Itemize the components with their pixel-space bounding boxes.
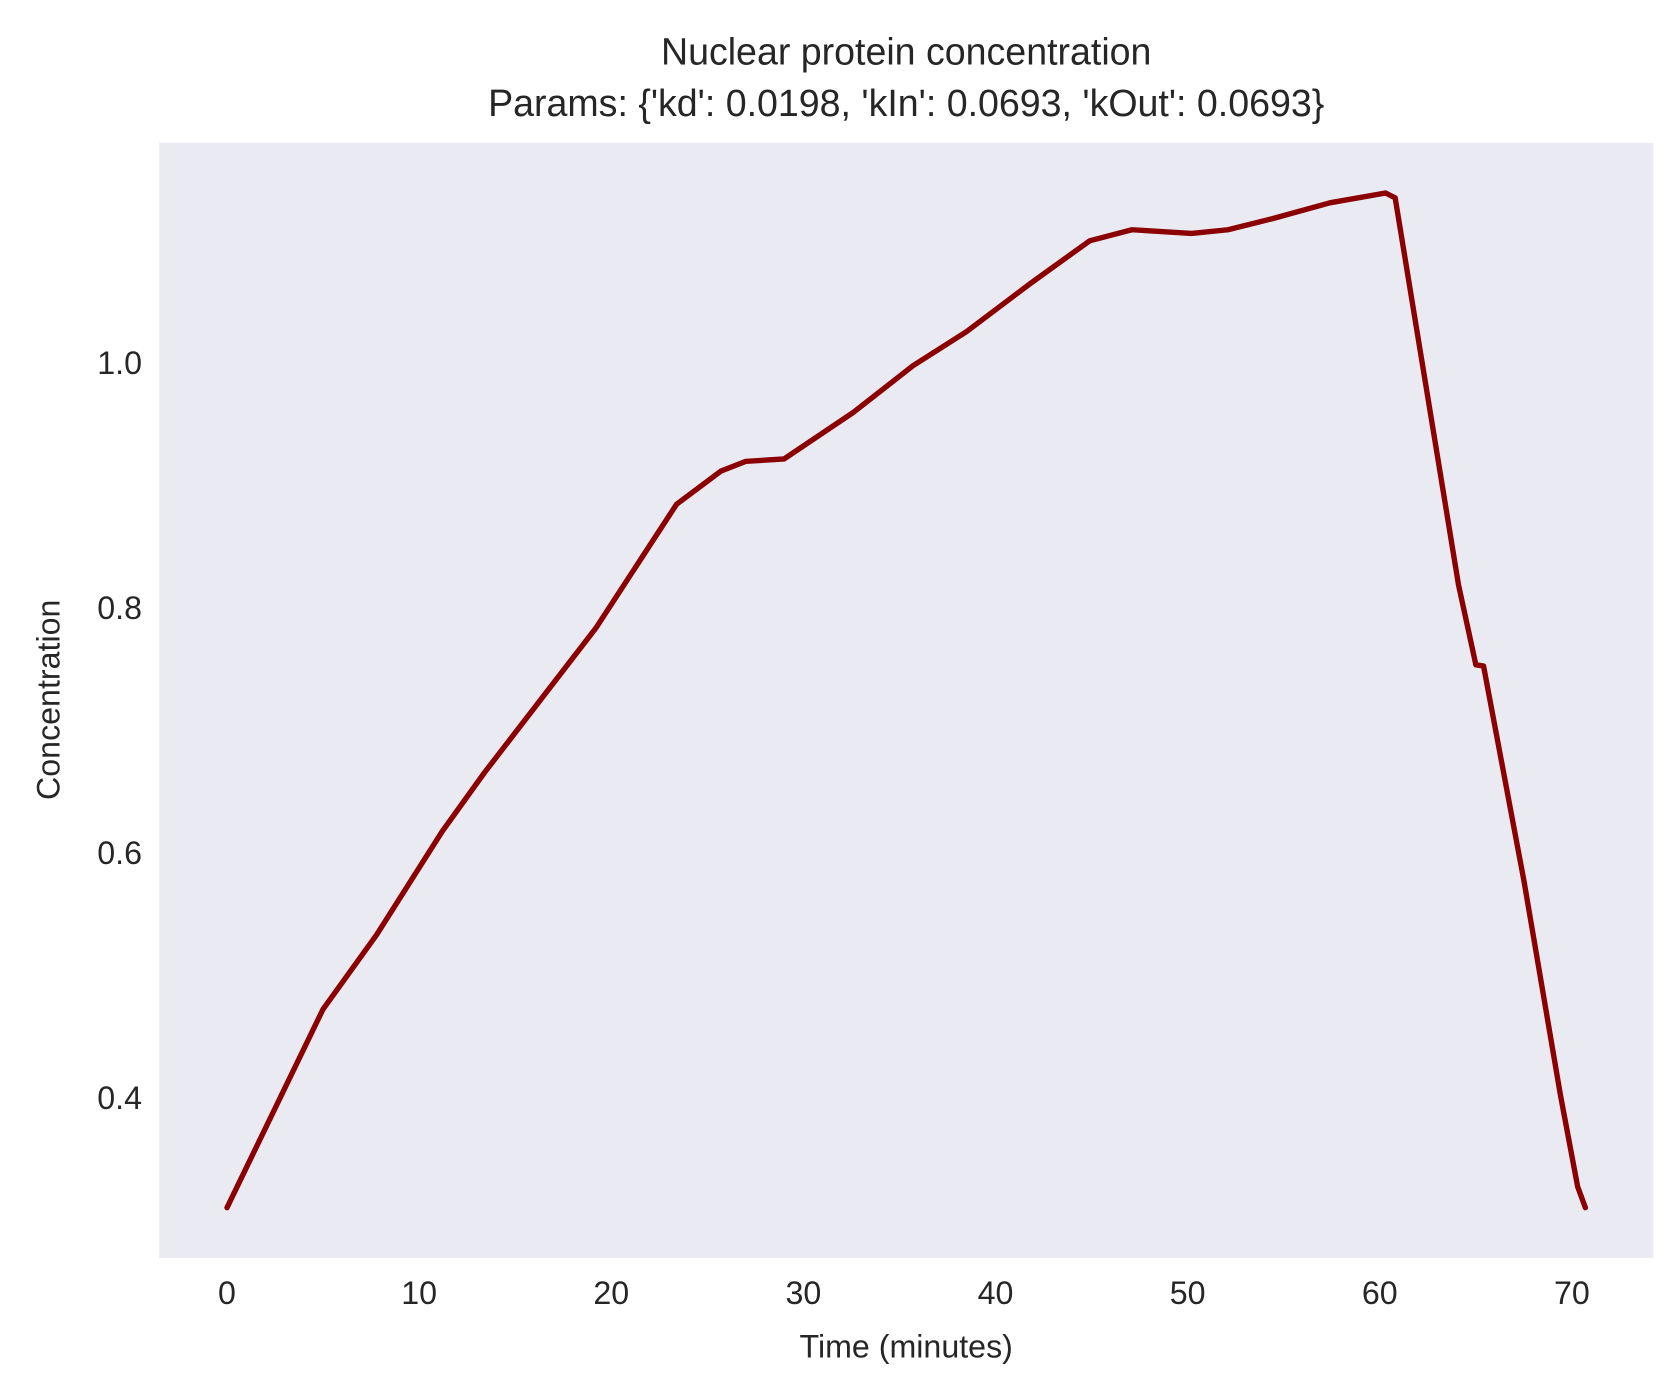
plot-area: [159, 142, 1654, 1258]
y-tick-label: 0.4: [97, 1080, 142, 1116]
x-axis-label: Time (minutes): [799, 1329, 1012, 1365]
y-axis-label: Concentration: [30, 600, 66, 800]
chart-subtitle: Params: {'kd': 0.0198, 'kIn': 0.0693, 'k…: [488, 82, 1324, 124]
y-tick-label: 1.0: [97, 345, 142, 381]
y-tick-label: 0.6: [97, 835, 142, 871]
x-tick-label: 30: [785, 1275, 821, 1311]
chart-title: Nuclear protein concentration: [661, 30, 1151, 72]
x-tick-label: 50: [1170, 1275, 1206, 1311]
x-tick-label: 20: [593, 1275, 629, 1311]
y-tick-label: 0.8: [97, 590, 142, 626]
x-tick-label: 40: [978, 1275, 1014, 1311]
x-tick-label: 60: [1362, 1275, 1398, 1311]
x-tick-label: 0: [218, 1275, 236, 1311]
data-line: [224, 190, 1589, 1211]
x-tick-label: 10: [401, 1275, 437, 1311]
x-tick-label: 70: [1554, 1275, 1590, 1311]
